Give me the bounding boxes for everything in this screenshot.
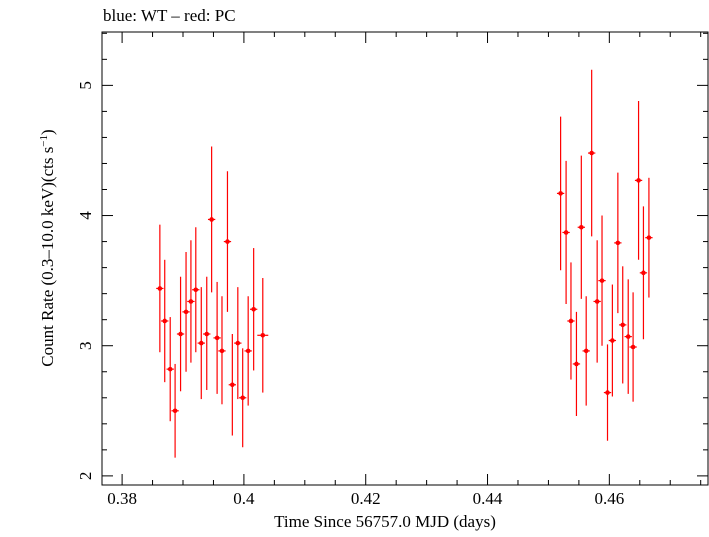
point-marker: [594, 299, 600, 304]
point-marker: [157, 286, 163, 291]
data-point: [567, 262, 575, 380]
point-marker: [579, 224, 584, 230]
data-layer: [156, 69, 653, 458]
y-axis-label-superscript: −1: [38, 135, 50, 147]
point-marker: [178, 331, 183, 337]
point-marker: [188, 299, 194, 304]
data-point: [588, 69, 596, 237]
y-tick-label: 3: [76, 341, 95, 350]
point-marker: [198, 340, 204, 346]
data-point: [603, 344, 612, 441]
point-marker: [240, 395, 245, 401]
data-point: [203, 276, 211, 390]
point-marker: [230, 382, 235, 388]
point-marker: [172, 408, 178, 414]
point-marker: [193, 287, 199, 293]
point-marker: [558, 191, 563, 196]
y-tick-label: 2: [76, 472, 95, 481]
point-marker: [599, 278, 605, 283]
point-marker: [625, 334, 631, 339]
data-point: [639, 206, 648, 340]
data-point: [577, 155, 585, 299]
data-point: [176, 276, 185, 392]
y-axis-label: Count Rate (0.3–10.0 keV)(cts s−1): [38, 129, 57, 366]
x-tick-label: 0.38: [107, 489, 137, 508]
point-marker: [574, 361, 579, 367]
x-tick-label: 0.42: [351, 489, 381, 508]
point-marker: [162, 318, 168, 324]
data-point: [239, 348, 247, 448]
point-marker: [610, 338, 615, 343]
data-point: [228, 334, 236, 436]
y-axis-label-main: Count Rate (0.3–10.0 keV)(cts s: [38, 147, 57, 367]
point-marker: [615, 240, 621, 246]
point-marker: [260, 333, 266, 338]
data-point: [556, 116, 565, 271]
x-tick-label: 0.46: [594, 489, 624, 508]
data-point: [619, 266, 627, 384]
point-marker: [167, 366, 173, 372]
point-marker: [646, 235, 652, 240]
data-point: [572, 311, 581, 417]
data-point: [171, 363, 179, 458]
data-point: [629, 292, 637, 402]
axes-layer: [101, 31, 709, 486]
data-point: [234, 287, 242, 400]
chart-title: blue: WT – red: PC: [103, 6, 236, 25]
point-marker: [605, 390, 610, 395]
point-marker: [183, 309, 189, 315]
data-point: [562, 160, 570, 305]
point-marker: [636, 178, 641, 183]
data-point: [218, 296, 226, 405]
point-marker: [209, 217, 214, 222]
data-point: [197, 287, 205, 400]
x-tick-label: 0.4: [233, 489, 255, 508]
data-point: [182, 251, 190, 372]
data-point: [608, 284, 617, 397]
data-point: [249, 248, 258, 371]
data-point: [244, 296, 252, 406]
point-marker: [568, 318, 574, 324]
point-marker: [204, 331, 210, 337]
point-marker: [630, 344, 636, 350]
data-point: [223, 171, 232, 312]
ticks-layer: 0.38 0.4 0.42 0.44 0.46 2 3 4 5: [76, 32, 708, 508]
data-point: [598, 215, 606, 346]
data-point: [187, 240, 195, 363]
data-point: [161, 259, 169, 383]
x-tick-label: 0.44: [473, 489, 503, 508]
point-marker: [583, 348, 589, 354]
point-marker: [563, 230, 569, 235]
data-point: [166, 317, 174, 422]
x-axis-label: Time Since 56757.0 MJD (days): [274, 512, 496, 531]
point-marker: [620, 322, 626, 328]
data-point: [614, 172, 622, 314]
point-marker: [235, 340, 241, 346]
point-marker: [245, 348, 251, 354]
data-point: [156, 224, 164, 353]
data-point: [624, 279, 632, 394]
data-point: [257, 278, 269, 393]
data-point: [634, 100, 643, 260]
point-marker: [214, 335, 220, 341]
data-point: [213, 281, 221, 394]
plot-frame: [101, 31, 709, 486]
y-axis-label-close: ): [38, 129, 57, 135]
data-point: [582, 296, 590, 406]
data-point: [192, 227, 200, 353]
point-marker: [251, 306, 256, 312]
point-marker: [225, 239, 230, 244]
data-point: [645, 177, 653, 298]
data-point: [593, 240, 601, 363]
point-marker: [641, 270, 646, 276]
data-point: [207, 146, 216, 293]
y-tick-label: 5: [76, 81, 95, 90]
y-tick-label: 4: [76, 211, 95, 220]
point-marker: [219, 348, 225, 354]
point-marker: [589, 150, 594, 156]
